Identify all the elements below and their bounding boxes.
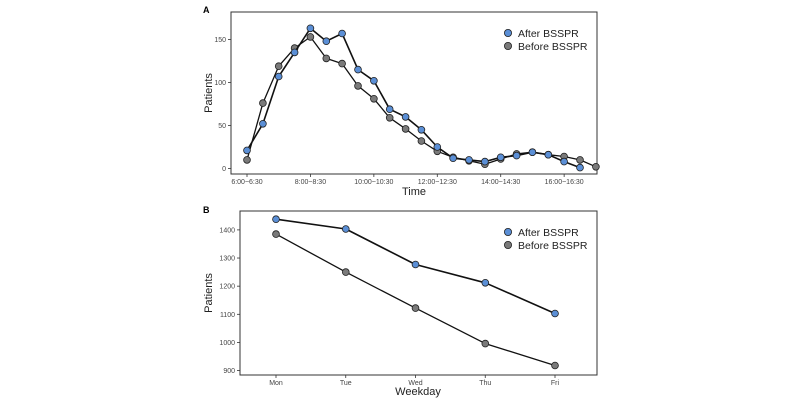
panel-a-after-point [417, 126, 426, 134]
panel-a-x-tick-label: 12:00~12:30 [418, 179, 457, 186]
panel-a-after-point [560, 157, 568, 166]
panel-b-after-point [272, 215, 280, 224]
panel-b-x-tick-label: Mon [269, 380, 283, 387]
panel-a-after-line [246, 27, 581, 169]
panel-b-series [272, 215, 559, 370]
panel-a: A 0 50 100 150 6:00~6:30 8:00~8:30 10:00~10:30… [203, 5, 600, 198]
legend-b-before-label: Before BSSPR [518, 240, 588, 252]
panel-b-before-point [411, 304, 420, 312]
panel-b-y-axis-title: Patients [203, 273, 215, 313]
panel-a-after-point [259, 120, 267, 128]
panel-b-before-point [272, 230, 280, 238]
panel-a-axes: 0 50 100 150 6:00~6:30 8:00~8:30 10:00~10:30 12… [214, 37, 583, 186]
legend-a-after-label: After BSSPR [518, 28, 579, 40]
legend-a-before-label: Before BSSPR [518, 41, 588, 53]
panel-a-before-point [322, 54, 331, 63]
panel-b-after-point [551, 309, 559, 318]
panel-a-after-point [338, 29, 346, 38]
panel-b-frame [239, 210, 598, 376]
panel-a-after-point [544, 150, 553, 159]
panel-b-y-tick-label: 1000 [219, 340, 235, 347]
panel-a-before-point [338, 59, 346, 68]
panel-a-before-point [385, 114, 394, 122]
panel-a-x-tick-label: 6:00~6:30 [231, 179, 262, 186]
panel-b-before-line [275, 233, 556, 367]
panel-a-after-point [322, 37, 331, 45]
panel-a-before-point [259, 99, 267, 107]
panel-b-x-axis-title: Weekday [395, 386, 441, 398]
panel-b-before-point [481, 339, 490, 348]
panel-b: B 900 1000 1100 1200 1300 1400 Mon Tue Wed Thu Fri… [203, 205, 598, 398]
panel-a-legend: After BSSPR Before BSSPR [503, 28, 588, 53]
panel-b-axes: 900 1000 1100 1200 1300 1400 Mon Tue Wed Thu Fri [219, 227, 559, 387]
panel-a-x-tick-label: 16:00~16:30 [545, 179, 584, 186]
panel-b-y-tick-label: 1300 [219, 256, 235, 263]
panel-a-y-axis-title: Patients [203, 73, 215, 113]
panel-a-after-point [370, 77, 378, 85]
legend-b-after-marker [503, 227, 512, 236]
panel-a-after-point [481, 157, 489, 166]
panel-a-y-tick-label: 0 [222, 166, 226, 173]
legend-a-after-marker [503, 28, 512, 37]
panel-a-after-point [512, 151, 521, 160]
panel-b-y-tick-label: 1100 [220, 312, 235, 319]
panel-a-before-point [306, 33, 315, 41]
panel-a-after-point [290, 48, 299, 57]
panel-a-after-point [528, 148, 537, 157]
panel-a-y-tick-label: 50 [218, 123, 226, 130]
panel-a-after-point [465, 156, 473, 164]
panel-a-x-tick-label: 14:00~14:30 [481, 179, 520, 186]
panel-a-before-line [246, 36, 597, 168]
panel-a-before-point [370, 95, 378, 103]
panel-a-after-point [306, 24, 315, 33]
panel-a-before-point [592, 163, 600, 171]
panel-a-after-point [243, 146, 251, 155]
panel-a-before-point [354, 82, 362, 90]
panel-a-before-point [576, 156, 584, 164]
panel-b-legend: After BSSPR Before BSSPR [503, 227, 588, 252]
panel-a-y-tick-label: 100 [214, 80, 226, 87]
panel-b-before-point [341, 268, 350, 276]
panel-b-x-tick-label: Thu [479, 380, 491, 387]
panel-b-x-tick-label: Wed [408, 380, 422, 387]
panel-a-x-tick-label: 10:00~10:30 [354, 179, 393, 186]
panel-a-before-point [401, 125, 410, 133]
panel-b-after-point [411, 260, 420, 269]
panel-b-after-point [341, 225, 350, 233]
panel-a-before-point [243, 156, 251, 164]
panel-b-y-tick-label: 1200 [219, 284, 235, 291]
panel-a-series [243, 24, 600, 172]
panel-a-after-point [433, 143, 442, 151]
panel-b-y-tick-label: 1400 [219, 227, 235, 234]
panel-a-after-point [274, 72, 283, 81]
panel-b-x-tick-label: Tue [340, 380, 352, 387]
panel-b-after-point [481, 278, 490, 287]
panel-b-x-tick-label: Fri [551, 380, 560, 387]
panel-a-label: A [203, 5, 210, 15]
panel-b-label: B [203, 205, 210, 215]
panel-b-before-point [551, 361, 559, 370]
panel-a-x-axis-title: Time [402, 186, 426, 198]
panel-a-after-point [385, 105, 394, 113]
panel-a-x-tick-label: 8:00~8:30 [295, 179, 326, 186]
legend-b-after-label: After BSSPR [518, 227, 579, 239]
panel-a-after-point [449, 154, 457, 163]
legend-b-before-marker [503, 240, 512, 249]
panel-a-after-point [354, 65, 362, 74]
panel-a-after-point [401, 113, 410, 121]
panel-a-before-point [274, 62, 283, 70]
panel-a-frame [230, 11, 598, 175]
panel-a-after-point [576, 163, 584, 172]
panel-a-after-point [496, 153, 505, 162]
panel-b-y-tick-label: 900 [223, 368, 235, 375]
panel-a-y-tick-label: 150 [214, 37, 226, 44]
panel-a-before-point [417, 137, 426, 145]
legend-a-before-marker [503, 42, 512, 51]
